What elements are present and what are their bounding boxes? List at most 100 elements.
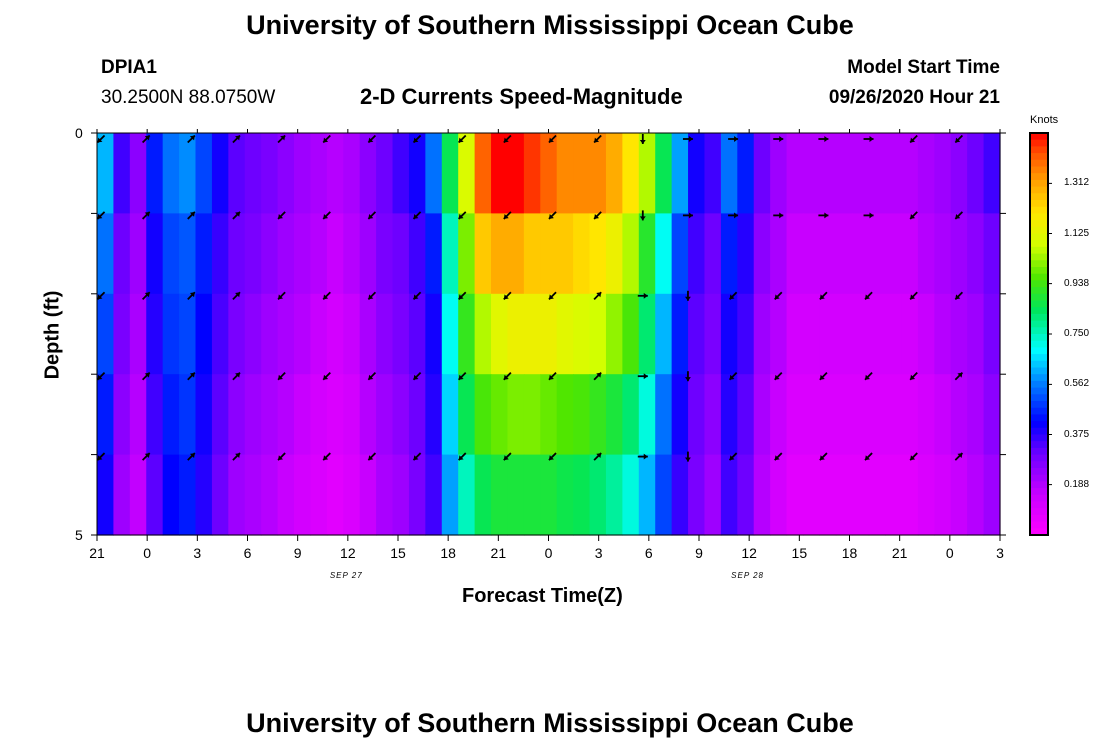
heatmap-cell xyxy=(605,133,623,214)
colorbar-swatch xyxy=(1030,360,1048,369)
station-coords: 30.2500N 88.0750W xyxy=(101,87,276,108)
heatmap-cell xyxy=(589,133,607,214)
heatmap-cell xyxy=(967,293,985,375)
colorbar-swatch xyxy=(1030,300,1048,308)
colorbar-swatch xyxy=(1030,287,1048,295)
current-arrow-head xyxy=(503,455,509,461)
current-arrow-head xyxy=(824,136,829,142)
heatmap-cell xyxy=(179,374,197,456)
colorbar-swatch xyxy=(1030,240,1048,248)
colorbar-swatch xyxy=(1030,461,1048,469)
heatmap-cell xyxy=(671,454,689,536)
x-tick-label: 6 xyxy=(243,545,252,561)
heatmap-cell xyxy=(901,213,919,295)
heatmap-cell xyxy=(376,374,394,456)
colorbar-swatch xyxy=(1030,347,1048,355)
colorbar-swatch xyxy=(1030,414,1048,422)
heatmap-cell xyxy=(688,374,706,456)
heatmap-cell xyxy=(704,454,722,536)
heatmap-cell xyxy=(326,374,344,456)
heatmap-cell xyxy=(819,213,837,295)
heatmap-cell xyxy=(146,213,164,295)
heatmap-cell xyxy=(704,133,722,214)
heatmap-cell xyxy=(885,213,903,295)
heatmap-cell xyxy=(244,133,262,214)
heatmap-cell xyxy=(556,213,574,295)
current-arrow-head xyxy=(97,455,103,461)
heatmap-cell xyxy=(802,454,820,536)
heatmap-cell xyxy=(244,374,262,456)
heatmap-cell xyxy=(211,213,229,295)
current-arrow-head xyxy=(413,374,419,380)
colorbar-swatch xyxy=(1030,454,1048,462)
heatmap-cell xyxy=(655,293,673,375)
heatmap-cell xyxy=(737,374,755,456)
current-arrow-head xyxy=(824,212,829,219)
heatmap-cell xyxy=(934,293,952,375)
x-tick-label: 0 xyxy=(544,545,553,561)
heatmap-cell xyxy=(491,293,509,375)
heatmap-cell xyxy=(589,374,607,456)
current-arrow-head xyxy=(144,372,150,378)
heatmap-cell xyxy=(294,454,312,536)
current-arrow-head xyxy=(779,212,784,219)
colorbar-tick-label: 0.188 xyxy=(1064,478,1090,490)
heatmap-cell xyxy=(934,374,952,456)
colorbar-swatch xyxy=(1030,213,1048,221)
heatmap-cell xyxy=(113,133,131,214)
heatmap-cell xyxy=(162,454,180,536)
x-tick-label: 9 xyxy=(293,545,302,561)
colorbar-swatch xyxy=(1030,494,1048,503)
colorbar-swatch xyxy=(1030,193,1048,201)
heatmap-cell xyxy=(786,133,804,214)
heatmap-cell xyxy=(474,293,492,375)
heatmap-cell xyxy=(704,293,722,375)
colorbar-unit: Knots xyxy=(1030,114,1059,126)
heatmap-cell xyxy=(753,133,771,214)
heatmap-cell xyxy=(688,133,706,214)
current-arrow-head xyxy=(278,213,284,219)
heatmap-cell xyxy=(737,213,755,295)
heatmap-cell xyxy=(359,454,377,536)
heatmap-cell xyxy=(622,293,640,375)
heatmap-cell xyxy=(556,293,574,375)
colorbar-swatch xyxy=(1030,260,1048,268)
current-arrow-head xyxy=(548,137,554,143)
heatmap-cell xyxy=(671,374,689,456)
heatmap-cell xyxy=(129,213,147,295)
heatmap-cell xyxy=(835,454,853,536)
x-tick-label: 21 xyxy=(891,545,908,561)
colorbar-swatch xyxy=(1030,293,1048,302)
heatmap-cell xyxy=(343,374,361,456)
current-arrow-head xyxy=(323,213,329,219)
heatmap-cell xyxy=(819,454,837,536)
current-arrow-head xyxy=(596,292,602,298)
current-arrow-head xyxy=(503,213,509,219)
current-arrow-head xyxy=(144,292,150,298)
colorbar-swatch xyxy=(1030,481,1048,489)
current-arrow-head xyxy=(594,137,600,143)
heatmap-cell xyxy=(146,293,164,375)
heatmap-cell xyxy=(277,374,295,456)
current-arrow-head xyxy=(97,137,103,143)
heatmap-cell xyxy=(523,374,541,456)
heatmap-cell xyxy=(507,454,525,536)
current-arrow-head xyxy=(729,374,735,380)
x-tick-label: 3 xyxy=(193,545,202,561)
heatmap-cell xyxy=(441,213,459,295)
heatmap-cell xyxy=(277,133,295,214)
heatmap-cell xyxy=(162,293,180,375)
current-arrow-head xyxy=(957,453,963,459)
current-arrow-head xyxy=(144,135,150,141)
heatmap-cell xyxy=(737,133,755,214)
heatmap-cell xyxy=(573,213,591,295)
heatmap-cell xyxy=(655,454,673,536)
colorbar-swatch xyxy=(1030,354,1048,362)
current-arrow-head xyxy=(643,453,648,460)
heatmap-cell xyxy=(441,454,459,536)
heatmap-cell xyxy=(540,374,558,456)
heatmap-cell xyxy=(835,374,853,456)
heatmap-cell xyxy=(802,374,820,456)
heatmap-cell xyxy=(540,213,558,295)
